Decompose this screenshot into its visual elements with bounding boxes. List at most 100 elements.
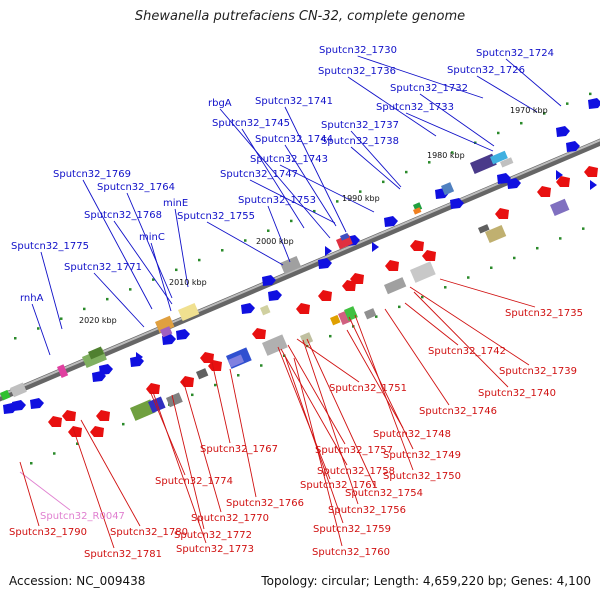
gene-block [9, 382, 27, 398]
reverse-gene [385, 260, 399, 271]
reverse-gene [68, 426, 82, 437]
tick-dot [175, 268, 178, 272]
gene-label-mine[interactable]: minE [163, 198, 188, 209]
tick-dot [244, 239, 247, 242]
tick-dot [53, 452, 56, 455]
gene-label-rnha[interactable]: rnhA [20, 293, 44, 304]
gene-label-sputcn32_1759[interactable]: Sputcn32_1759 [313, 524, 391, 535]
leader-line [82, 179, 153, 310]
gene-label-rbga[interactable]: rbgA [208, 98, 232, 109]
leader-line [284, 355, 344, 524]
reverse-gene [48, 416, 62, 427]
gene-label-sputcn32_1730[interactable]: Sputcn32_1730 [319, 45, 397, 56]
gene-label-sputcn32_1750[interactable]: Sputcn32_1750 [383, 471, 461, 482]
reverse-gene [200, 352, 214, 363]
gene-label-sputcn32_1781[interactable]: Sputcn32_1781 [84, 549, 162, 560]
leader-line [40, 251, 63, 330]
reverse-gene [252, 328, 266, 339]
leader-line [296, 338, 360, 383]
forward-gene [136, 352, 143, 362]
gene-label-sputcn32_1767[interactable]: Sputcn32_1767 [200, 444, 278, 455]
gene-block [87, 346, 105, 360]
gene-label-sputcn32_1771[interactable]: Sputcn32_1771 [64, 262, 142, 273]
gene-label-sputcn32_1772[interactable]: Sputcn32_1772 [174, 530, 252, 541]
gene-label-sputcn32_1737[interactable]: Sputcn32_1737 [321, 120, 399, 131]
gene-block [440, 182, 455, 196]
gene-label-sputcn32_1751[interactable]: Sputcn32_1751 [329, 383, 407, 394]
leader-line [229, 368, 257, 498]
tick-dot [405, 170, 408, 174]
gene-label-sputcn32_1761[interactable]: Sputcn32_1761 [300, 480, 378, 491]
gene-label-sputcn32_1769[interactable]: Sputcn32_1769 [53, 169, 131, 180]
gene-label-minc[interactable]: minC [139, 232, 165, 243]
gene-label-sputcn32_1740[interactable]: Sputcn32_1740 [478, 388, 556, 399]
tick-dot [260, 364, 263, 367]
gene-label-sputcn32_1746[interactable]: Sputcn32_1746 [419, 406, 497, 417]
gene-label-sputcn32_1780[interactable]: Sputcn32_1780 [110, 527, 188, 538]
gene-label-sputcn32_1733[interactable]: Sputcn32_1733 [376, 102, 454, 113]
gene-label-sputcn32_1726[interactable]: Sputcn32_1726 [447, 65, 525, 76]
leader-line [284, 106, 347, 233]
gene-label-sputcn32_1757[interactable]: Sputcn32_1757 [315, 445, 393, 456]
reverse-gene [62, 410, 76, 421]
gene-label-sputcn32_r0047[interactable]: Sputcn32_R0047 [40, 511, 125, 522]
gene-labels: Sputcn32_1730 Sputcn32_1724 Sputcn32_1726 S… [9, 45, 583, 560]
leader-line [413, 291, 509, 388]
gene-label-sputcn32_1749[interactable]: Sputcn32_1749 [383, 450, 461, 461]
leader-line [249, 179, 336, 224]
reverse-gene [584, 166, 598, 177]
tick-dot [467, 276, 470, 279]
gene-label-sputcn32_1764[interactable]: Sputcn32_1764 [97, 182, 175, 193]
gene-label-sputcn32_1743[interactable]: Sputcn32_1743 [250, 154, 328, 165]
reverse-gene [556, 176, 570, 187]
reverse-gene [90, 426, 104, 437]
gene-block [299, 332, 314, 346]
gene-label-sputcn32_1732[interactable]: Sputcn32_1732 [390, 83, 468, 94]
leader-line [152, 391, 207, 544]
gene-label-sputcn32_1735[interactable]: Sputcn32_1735 [505, 308, 583, 319]
kbp-tick-label: 1980 kbp [427, 151, 465, 160]
label-leader-lines [19, 55, 562, 549]
tick-dot [451, 151, 454, 154]
gene-label-sputcn32_1739[interactable]: Sputcn32_1739 [499, 366, 577, 377]
gene-label-sputcn32_1753[interactable]: Sputcn32_1753 [238, 195, 316, 206]
forward-gene [507, 178, 521, 189]
gene-label-sputcn32_1724[interactable]: Sputcn32_1724 [476, 48, 554, 59]
gene-label-sputcn32_1756[interactable]: Sputcn32_1756 [328, 505, 406, 516]
gene-label-sputcn32_1748[interactable]: Sputcn32_1748 [373, 429, 451, 440]
tick-dot [589, 92, 592, 96]
gene-label-sputcn32_1770[interactable]: Sputcn32_1770 [191, 513, 269, 524]
tick-dot [221, 249, 224, 252]
gene-label-sputcn32_1742[interactable]: Sputcn32_1742 [428, 346, 506, 357]
gene-label-sputcn32_1755[interactable]: Sputcn32_1755 [177, 211, 255, 222]
gene-label-sputcn32_1774[interactable]: Sputcn32_1774 [155, 476, 233, 487]
gene-block [195, 368, 209, 380]
forward-gene [99, 364, 113, 375]
gene-label-sputcn32_1754[interactable]: Sputcn32_1754 [345, 488, 423, 499]
leader-line [293, 357, 343, 547]
gene-label-sputcn32_1773[interactable]: Sputcn32_1773 [176, 544, 254, 555]
leader-line [302, 339, 359, 505]
gene-label-sputcn32_1775[interactable]: Sputcn32_1775 [11, 241, 89, 252]
gene-label-sputcn32_1768[interactable]: Sputcn32_1768 [84, 210, 162, 221]
tick-dot [237, 374, 240, 377]
leader-line [346, 329, 404, 429]
gene-label-sputcn32_1745[interactable]: Sputcn32_1745 [212, 118, 290, 129]
gene-label-sputcn32_1766[interactable]: Sputcn32_1766 [226, 498, 304, 509]
reverse-gene [422, 250, 436, 261]
gene-label-sputcn32_1738[interactable]: Sputcn32_1738 [321, 136, 399, 147]
forward-gene [384, 216, 398, 227]
forward-gene [262, 275, 276, 286]
gene-label-sputcn32_1744[interactable]: Sputcn32_1744 [255, 134, 333, 145]
gene-block [178, 302, 200, 322]
leader-line [113, 220, 173, 305]
leader-line [31, 303, 51, 356]
gene-block [384, 277, 407, 295]
gene-label-sputcn32_1758[interactable]: Sputcn32_1758 [317, 466, 395, 477]
gene-label-sputcn32_1760[interactable]: Sputcn32_1760 [312, 547, 390, 558]
gene-label-sputcn32_1747[interactable]: Sputcn32_1747 [220, 169, 298, 180]
gene-label-sputcn32_1790[interactable]: Sputcn32_1790 [9, 527, 87, 538]
gene-label-sputcn32_1736[interactable]: Sputcn32_1736 [318, 66, 396, 77]
leader-line [419, 93, 495, 147]
gene-label-sputcn32_1741[interactable]: Sputcn32_1741 [255, 96, 333, 107]
